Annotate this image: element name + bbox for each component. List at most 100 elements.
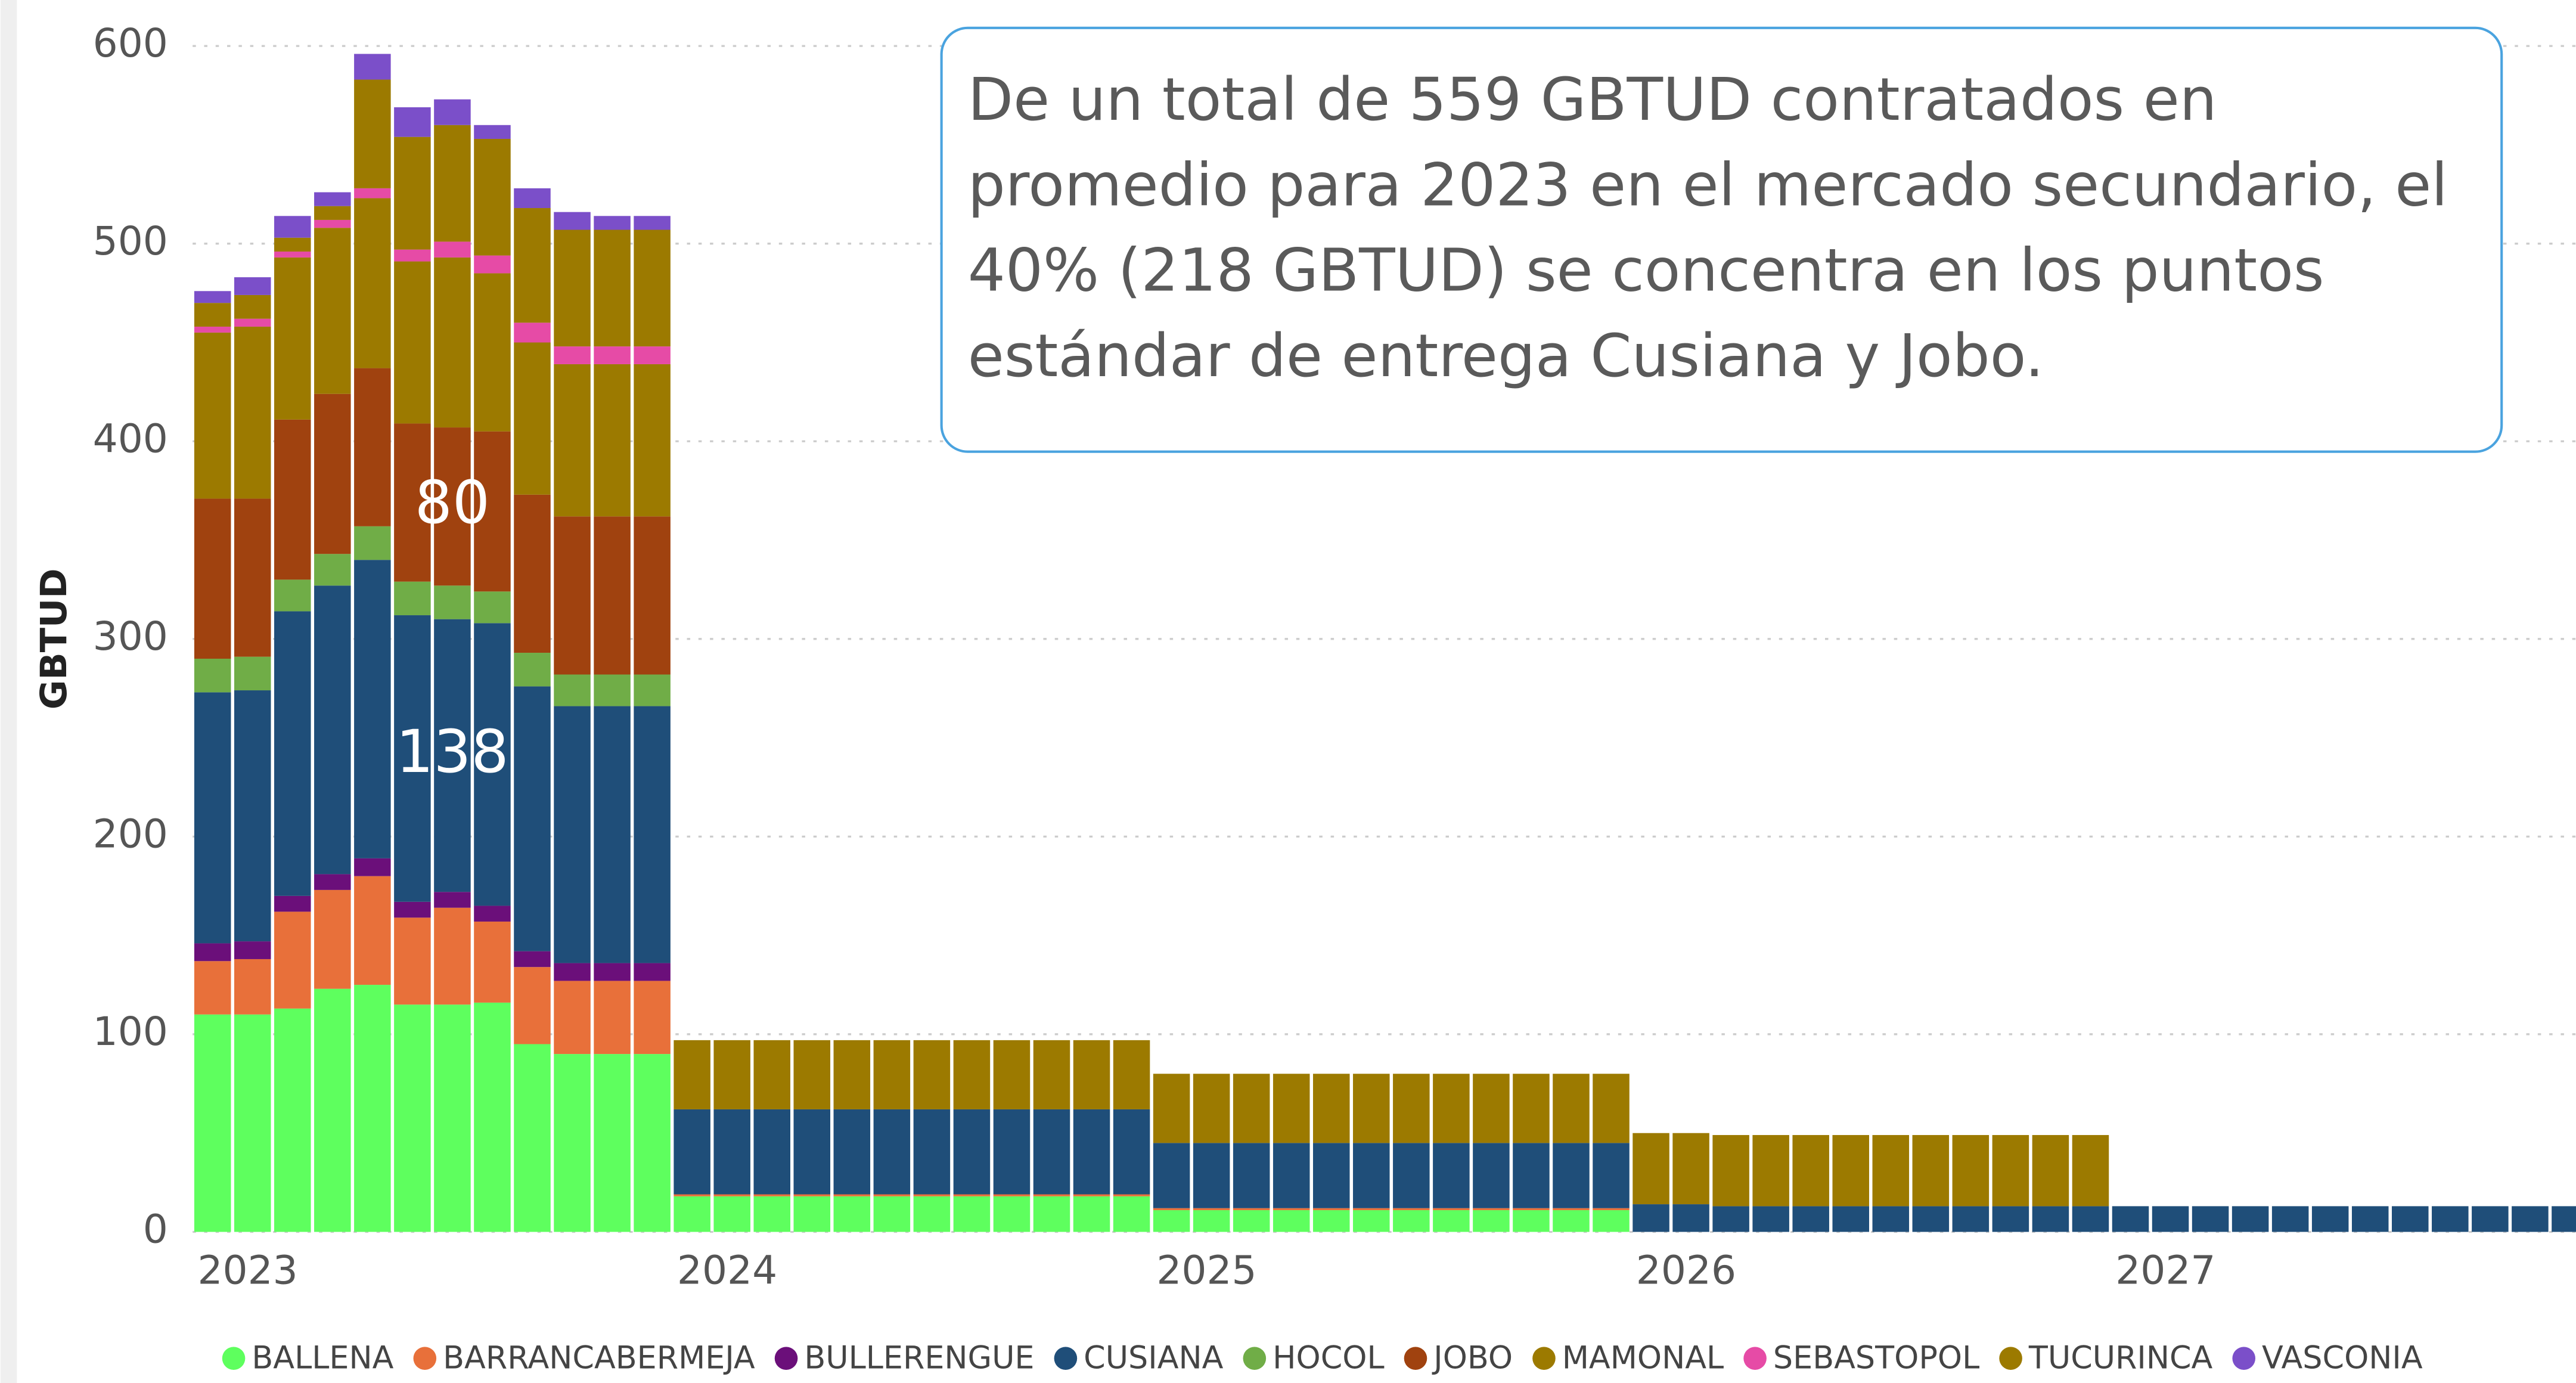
bar-segment [873,1196,911,1232]
bar-segment [434,125,471,242]
bar-segment [594,706,631,963]
bar-segment [354,198,391,368]
bar-segment [674,1109,710,1195]
bar-segment [674,1194,710,1196]
bar-segment [434,1004,471,1232]
bar-segment [274,611,311,896]
bar-segment [434,99,471,125]
bar-segment [354,54,391,80]
bar-segment [314,554,351,586]
bar-segment [1193,1208,1230,1211]
bar-segment [514,188,551,209]
bar-segment [314,228,351,394]
legend-marker [222,1347,246,1370]
bar-segment [833,1194,871,1196]
y-tick-label: 100 [93,1009,168,1055]
bar-segment [554,230,591,347]
bar-segment [594,516,631,675]
bar-segment [354,560,391,858]
legend-label: BALLENA [252,1339,393,1376]
bar-segment [913,1196,951,1232]
bar-segment [1513,1210,1550,1232]
bar-segment [1033,1196,1070,1232]
bar-segment [1513,1074,1550,1143]
bar-segment [713,1196,750,1232]
bar-segment [1113,1196,1150,1232]
bar-segment [634,516,671,675]
bar-segment [274,579,311,612]
bar-segment [634,230,671,347]
bar-segment [514,967,551,1044]
bar-segment [274,895,311,912]
bar-segment [194,498,231,659]
bar-segment [1593,1074,1630,1143]
y-tick-label: 200 [93,811,168,857]
bar-segment [1593,1208,1630,1211]
bar-segment [953,1040,991,1109]
bar-segment [2392,1206,2429,1232]
bar-segment [434,241,471,258]
bar-segment [514,686,551,951]
bar-segment [194,692,231,944]
bar-segment [634,981,671,1055]
bar-segment [913,1194,951,1196]
x-tick-label: 2025 [1156,1247,1256,1293]
bar-segment [1273,1143,1310,1208]
bar-segment [1433,1208,1470,1211]
bar-segment [314,988,351,1232]
bar-segment [1312,1210,1350,1232]
bar-segment [2472,1206,2509,1232]
legend-marker [1532,1347,1556,1370]
y-tick-label: 500 [93,218,168,264]
bar-segment [394,581,431,616]
bar-segment [234,318,271,327]
bar-segment [354,368,391,526]
legend-marker [1243,1347,1267,1370]
bar-segment [394,901,431,918]
bar-segment [1193,1074,1230,1143]
bar-segment [1233,1074,1270,1143]
bar-segment [394,917,431,1005]
bar-segment [554,516,591,675]
bar-segment [2152,1206,2189,1232]
bar-segment [2432,1206,2469,1232]
bar-segment [194,332,231,499]
bar-segment [1513,1143,1550,1208]
bar-segment [1153,1208,1190,1211]
y-tick-label: 600 [93,20,168,66]
bar-segment [833,1196,871,1232]
bar-segment [474,906,511,922]
data-labels: 138 80 [396,469,508,786]
bar-segment [434,257,471,428]
bar-segment [194,303,231,327]
bar-segment [1433,1143,1470,1208]
bar-segment [314,219,351,228]
bar-segment [1433,1210,1470,1232]
bar-segment [1832,1135,1870,1207]
bar-segment [274,911,311,1009]
bar-segment [594,981,631,1055]
bar-segment [1992,1135,2029,1207]
bar-segment [1712,1206,1749,1232]
bar-segment [474,255,511,274]
bar-segment [554,981,591,1055]
bar-segment [913,1109,951,1195]
bar-segment [394,137,431,250]
bar-segment [1393,1210,1430,1232]
y-axis-label: GBTUD [33,568,75,709]
y-tick-label: 300 [93,613,168,659]
bar-segment [394,615,431,902]
bar-segment [314,206,351,220]
bar-segment [474,1002,511,1232]
bar-segment [1792,1206,1829,1232]
bar-segment [554,706,591,963]
bar-segment [434,427,471,586]
bar-segment [873,1109,911,1195]
bar-segment [354,188,391,199]
bar-segment [833,1040,871,1109]
bar-segment [2552,1206,2576,1232]
bar-segment [234,690,271,942]
bar-segment [1553,1208,1590,1211]
bar-segment [474,431,511,592]
